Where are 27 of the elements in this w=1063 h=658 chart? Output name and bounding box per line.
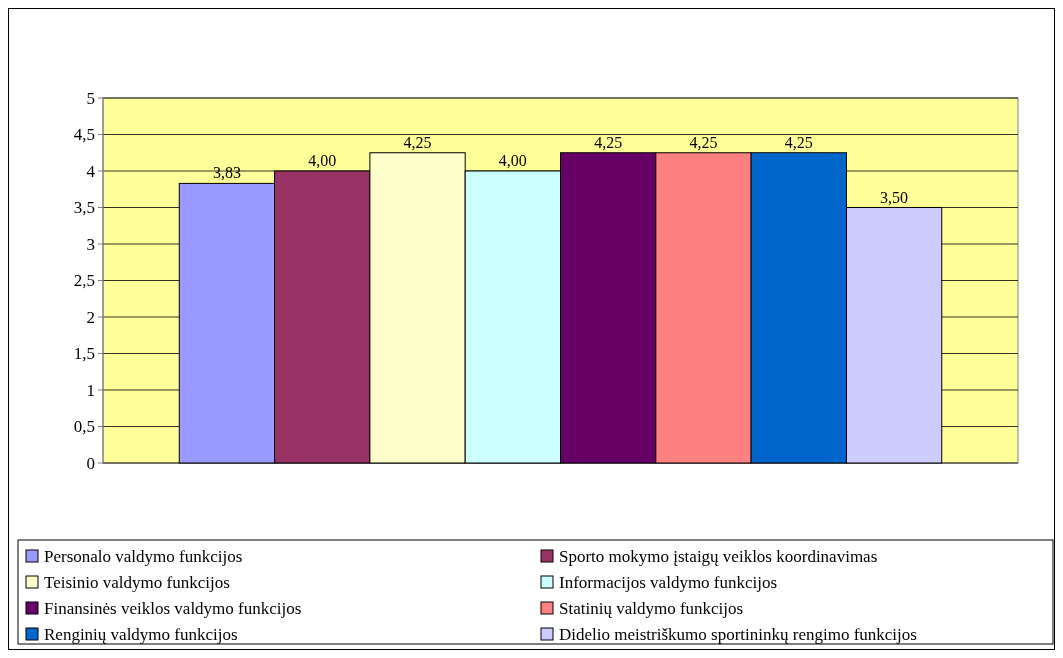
legend-label: Renginių valdymo funkcijos bbox=[44, 624, 238, 644]
y-tick-label: 2 bbox=[86, 307, 95, 327]
data-label: 3,83 bbox=[212, 164, 241, 182]
y-tick-label: 4 bbox=[86, 161, 96, 181]
legend-label: Personalo valdymo funkcijos bbox=[44, 546, 243, 566]
data-label: 3,50 bbox=[880, 188, 909, 206]
data-label: 4,00 bbox=[308, 152, 337, 169]
y-tick-label: 1 bbox=[86, 380, 95, 400]
data-label: 4,25 bbox=[689, 133, 718, 151]
legend-label: Informacijos valdymo funkcijos bbox=[559, 572, 778, 592]
data-label: 4,25 bbox=[784, 133, 813, 151]
y-tick-label: 4,5 bbox=[73, 125, 95, 145]
legend-label: Finansinės veiklos valdymo funkcijos bbox=[44, 598, 302, 618]
legend-label: Didelio meistriškumo sportininkų rengimo funkcijos bbox=[559, 624, 917, 644]
y-tick-label: 5 bbox=[86, 88, 95, 108]
y-tick-label: 0,5 bbox=[73, 417, 95, 437]
data-label: 4,25 bbox=[403, 133, 432, 151]
y-tick-label: 2,5 bbox=[73, 271, 95, 291]
legend-label: Statinių valdymo funkcijos bbox=[559, 598, 744, 618]
legend-label: Sporto mokymo įstaigų veiklos koordinavimas bbox=[559, 546, 878, 566]
legend-label: Teisinio valdymo funkcijos bbox=[44, 572, 230, 592]
y-tick-label: 1,5 bbox=[73, 344, 95, 364]
y-tick-label: 0 bbox=[86, 453, 95, 473]
data-label: 4,00 bbox=[498, 152, 527, 169]
data-label: 4,25 bbox=[594, 133, 623, 151]
y-tick-label: 3,5 bbox=[73, 198, 95, 218]
y-tick-label: 3 bbox=[86, 234, 95, 254]
